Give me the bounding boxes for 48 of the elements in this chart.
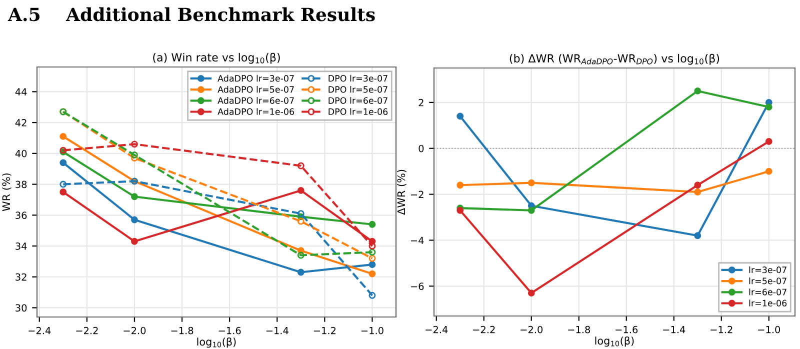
y-axis-title: WR (%) (2, 173, 12, 212)
legend-label: lr=3e-07 (749, 266, 786, 274)
legend-label: DPO lr=5e-07 (328, 86, 388, 93)
legend-label: DPO lr=3e-07 (328, 74, 388, 82)
y-tick-label: 38 (16, 180, 27, 188)
y-tick-label: 44 (15, 88, 27, 96)
legend-label: AdaDPO lr=3e-07 (218, 74, 294, 82)
x-tick-label: −1.6 (616, 326, 638, 334)
legend-label: DPO lr=6e-07 (328, 97, 388, 104)
legend-label: AdaDPO lr=6e-07 (218, 97, 294, 104)
x-tick-label: −2.2 (473, 326, 495, 334)
x-tick-label: −2.4 (426, 326, 448, 334)
chart-title: (b) ΔWR (WR$_{AdaDPO}$-WR$_{DPO}$) vs log$_{10}$(β) (510, 54, 720, 65)
x-tick-label: −2.0 (520, 326, 543, 334)
x-tick-label: −2.2 (76, 326, 98, 334)
y-tick-label: 42 (15, 119, 26, 126)
y-tick-label: 2 (418, 98, 424, 106)
y-tick-label: 40 (15, 150, 27, 158)
chart-title: (a) Win rate vs log$_{10}$(β) (153, 52, 280, 64)
x-tick-label: −1.8 (568, 326, 590, 334)
y-tick-label: 0 (418, 144, 424, 152)
text: A.5 Additional Benchmark Results (8, 7, 375, 22)
legend-label: AdaDPO lr=1e-06 (218, 108, 294, 115)
legend-label: DPO lr=1e-06 (328, 108, 388, 115)
x-tick-label: −1.8 (171, 326, 194, 334)
x-tick-label: −1.4 (663, 326, 686, 334)
x-axis-title: log$_{10}$(β) (197, 338, 236, 348)
legend-label: AdaDPO lr=5e-07 (218, 86, 294, 93)
x-tick-label: −2.4 (28, 326, 51, 334)
legend-label: lr=6e-07 (749, 288, 786, 296)
x-axis-title: log$_{10}$(β) (595, 336, 634, 347)
legend-label: lr=1e-06 (749, 300, 787, 306)
x-tick-label: −2.0 (124, 326, 146, 334)
y-axis-title: ΔWR (%) (397, 170, 406, 215)
y-tick-label: −4 (410, 236, 424, 244)
y-tick-label: 30 (16, 304, 27, 312)
y-tick-label: 32 (16, 273, 26, 281)
y-tick-label: −6 (410, 282, 424, 290)
x-tick-label: −1.0 (361, 326, 384, 334)
x-tick-label: −1.2 (314, 326, 336, 334)
legend-label: lr=5e-07 (749, 277, 786, 284)
y-tick-label: 36 (16, 212, 27, 219)
y-tick-label: −2 (410, 190, 424, 198)
x-tick-label: −1.2 (710, 326, 732, 334)
x-tick-label: −1.0 (758, 326, 780, 334)
y-tick-label: 34 (16, 242, 27, 250)
x-tick-label: −1.4 (266, 327, 288, 334)
x-tick-label: −1.6 (218, 326, 241, 334)
